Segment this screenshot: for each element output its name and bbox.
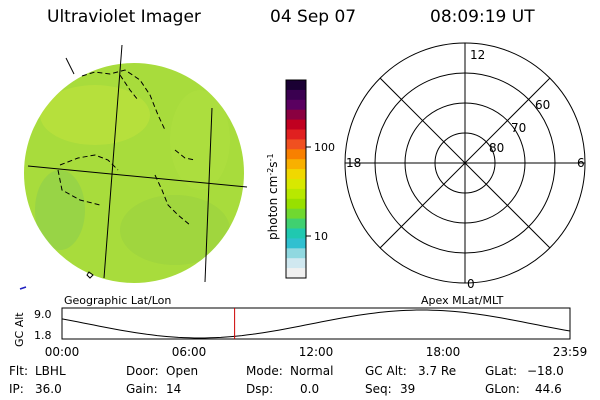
colorbar-segment xyxy=(286,149,306,160)
colorbar-segment xyxy=(286,119,306,130)
gc-alt-xticks: 00:00 06:00 12:00 18:00 23:59 xyxy=(45,345,588,359)
colorbar-segment xyxy=(286,139,306,150)
ip-label: IP: xyxy=(9,382,24,396)
gc-alt-plot-frame xyxy=(61,307,571,340)
instrument-title: Ultraviolet Imager xyxy=(47,7,201,27)
colorbar-segment xyxy=(286,129,306,140)
glon-label: GLon: xyxy=(485,382,520,396)
longitude-line xyxy=(65,57,75,75)
latitude-line xyxy=(27,165,248,188)
colorbar-segment xyxy=(286,198,306,210)
door-value: Open xyxy=(166,364,199,378)
colorbar-segment xyxy=(286,89,306,101)
mode-label: Mode: xyxy=(246,364,283,378)
colorbar-segment xyxy=(286,188,306,200)
gc-alt-ylabel: GC Alt xyxy=(13,312,26,347)
gc-alt-ymin: 1.8 xyxy=(34,329,52,342)
colorbar-unit-label: photon cm-2s-1 xyxy=(266,153,281,240)
ip-value: 36.0 xyxy=(35,382,62,396)
colorbar-segment xyxy=(286,208,306,220)
gcalt-value: 3.7 Re xyxy=(418,364,457,378)
colorbar-frame xyxy=(285,79,307,279)
left-map-caption: Geographic Lat/Lon xyxy=(64,294,171,307)
gc-alt-ymax: 9.0 xyxy=(34,308,52,321)
gcalt-label: GC Alt: xyxy=(365,364,407,378)
gc-alt-xtick-label: 00:00 xyxy=(45,345,80,359)
mlat-label-60: 60 xyxy=(535,98,550,112)
longitude-line xyxy=(204,107,213,283)
glat-value: −18.0 xyxy=(527,364,564,378)
coastlines xyxy=(57,69,196,226)
geographic-image xyxy=(19,44,248,290)
door-label: Door: xyxy=(126,364,159,378)
dsp-label: Dsp: xyxy=(246,382,274,396)
colorbar-segment xyxy=(286,238,306,249)
mlt-label-18: 18 xyxy=(346,156,361,170)
dsp-value: 0.0 xyxy=(300,382,320,396)
date-label: 04 Sep 07 xyxy=(270,7,357,27)
disk-texture xyxy=(35,85,230,265)
colorbar-segment xyxy=(286,99,306,111)
colorbar-segment xyxy=(286,218,306,229)
mlt-label-6: 6 xyxy=(577,156,585,170)
gc-alt-xtick-label: 06:00 xyxy=(172,345,207,359)
time-label: 08:09:19 UT xyxy=(430,7,535,27)
gc-alt-curve xyxy=(61,309,571,339)
station-marker xyxy=(86,271,94,279)
colorbar-segment xyxy=(286,258,306,269)
colorbar-segment xyxy=(286,268,306,279)
gain-label: Gain: xyxy=(126,382,158,396)
tick-mark xyxy=(19,286,27,290)
colorbar-tick-label: 10 xyxy=(314,230,328,243)
polar-plot xyxy=(344,42,586,284)
longitude-line xyxy=(103,44,123,279)
seq-value: 39 xyxy=(400,382,416,396)
colorbar-segment xyxy=(286,80,306,91)
mode-value: Normal xyxy=(290,364,334,378)
polar-axis-diagonal xyxy=(379,77,551,249)
colorbar-segment xyxy=(286,248,306,259)
colorbar-tick-label: 100 xyxy=(314,141,335,154)
colorbar-segment xyxy=(286,169,306,180)
colorbar-segment xyxy=(286,179,306,190)
flt-label: Flt: xyxy=(9,364,28,378)
seq-label: Seq: xyxy=(365,382,392,396)
gc-alt-xtick-label: 12:00 xyxy=(299,345,334,359)
glon-value: 44.6 xyxy=(535,382,562,396)
glat-label: GLat: xyxy=(485,364,518,378)
flt-value: LBHL xyxy=(35,364,66,378)
colorbar-segment xyxy=(286,228,306,239)
colorbar-segment xyxy=(286,109,306,121)
gc-alt-xtick-label: 18:00 xyxy=(426,345,461,359)
gain-value: 14 xyxy=(166,382,182,396)
colorbar xyxy=(286,80,306,279)
mlt-label-0: 0 xyxy=(467,277,475,291)
colorbar-segment xyxy=(286,159,306,170)
right-map-caption: Apex MLat/MLT xyxy=(421,294,504,307)
mlat-label-80: 80 xyxy=(489,141,504,155)
mlt-label-12: 12 xyxy=(470,48,485,62)
gc-alt-xtick-label: 23:59 xyxy=(553,345,588,359)
mlat-label-70: 70 xyxy=(511,121,526,135)
